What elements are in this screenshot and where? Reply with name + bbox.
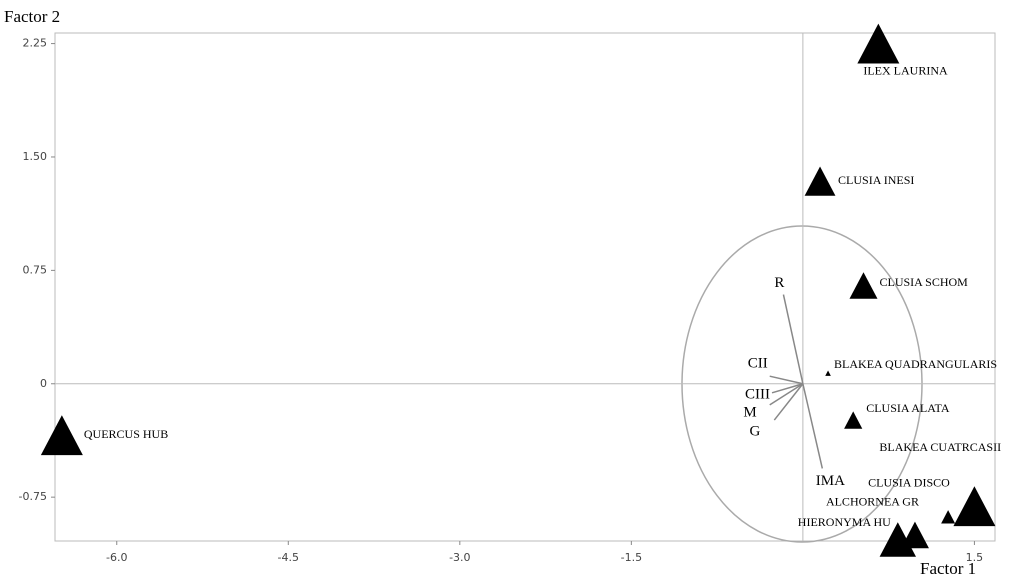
vector-label: CII bbox=[748, 356, 768, 372]
vector-label: CIII bbox=[745, 386, 770, 402]
y-tick-label: -0.75 bbox=[19, 490, 47, 503]
point-label: CLUSIA DISCO bbox=[868, 476, 950, 490]
loading-vector bbox=[771, 383, 804, 394]
loading-vector bbox=[769, 383, 804, 406]
triangle-point bbox=[40, 415, 83, 456]
loading-vector bbox=[802, 383, 824, 469]
vector-label: G bbox=[749, 423, 760, 439]
y-tick-label: 0 bbox=[40, 377, 47, 390]
point-label: BLAKEA CUATRCASII bbox=[879, 440, 1001, 454]
y-tick-label: 2.25 bbox=[23, 37, 48, 50]
point-label: ILEX LAURINA bbox=[863, 63, 948, 77]
x-tick-label: -3.0 bbox=[449, 551, 470, 564]
x-axis-label: Factor 1 bbox=[920, 559, 976, 578]
triangle-point bbox=[857, 23, 900, 64]
triangle-point bbox=[879, 522, 916, 557]
loading-vector bbox=[773, 383, 804, 421]
point-label: BLAKEA QUADRANGULARIS bbox=[834, 357, 997, 371]
plot-frame bbox=[54, 32, 996, 542]
triangle-point bbox=[941, 510, 956, 524]
triangle-point bbox=[849, 272, 878, 299]
y-tick-label: 0.75 bbox=[23, 263, 48, 276]
point-label: CLUSIA ALATA bbox=[866, 401, 950, 415]
point-label: QUERCUS HUB bbox=[84, 427, 168, 441]
loading-vector bbox=[769, 375, 804, 385]
triangle-point bbox=[953, 486, 996, 527]
loading-vector bbox=[782, 294, 804, 384]
y-axis-label: Factor 2 bbox=[4, 7, 60, 26]
vector-label: M bbox=[743, 404, 756, 420]
triangle-point bbox=[844, 411, 863, 429]
x-tick-label: -4.5 bbox=[278, 551, 299, 564]
x-tick-label: -6.0 bbox=[106, 551, 127, 564]
triangle-point bbox=[804, 166, 836, 196]
vector-label: IMA bbox=[816, 473, 845, 489]
triangle-point bbox=[825, 370, 831, 376]
y-tick-label: 1.50 bbox=[23, 150, 48, 163]
point-label: HIERONYMA HU bbox=[798, 515, 891, 529]
x-tick-label: 1.5 bbox=[966, 551, 984, 564]
vector-label: R bbox=[774, 275, 784, 291]
point-label: CLUSIA INESI bbox=[838, 173, 914, 187]
point-label: CLUSIA SCHOM bbox=[879, 275, 968, 289]
point-label: ALCHORNEA GR bbox=[826, 495, 919, 509]
x-tick-label: -1.5 bbox=[621, 551, 642, 564]
